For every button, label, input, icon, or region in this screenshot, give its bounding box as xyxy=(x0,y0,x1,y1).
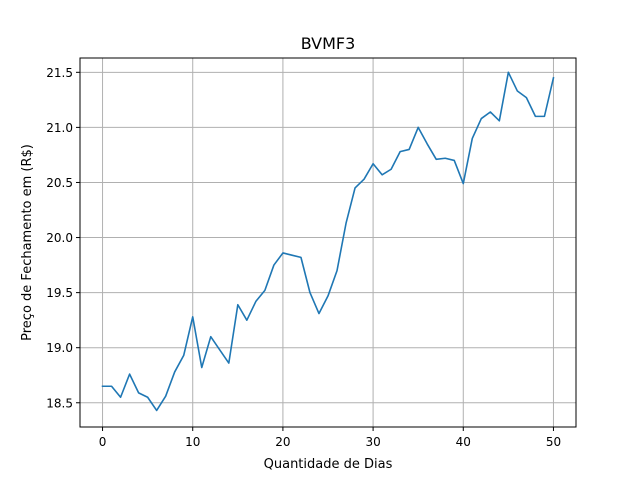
x-axis-ticks: 0 10 20 30 40 50 xyxy=(99,427,561,449)
y-tick-label: 21.5 xyxy=(46,66,73,80)
series-layer xyxy=(101,71,555,412)
x-tick-label: 10 xyxy=(185,435,200,449)
y-tick-label: 21.0 xyxy=(46,121,73,135)
chart-title: BVMF3 xyxy=(301,34,356,53)
x-tick-label: 50 xyxy=(546,435,561,449)
x-tick-label: 30 xyxy=(365,435,380,449)
y-tick-label: 20.0 xyxy=(46,231,73,245)
x-tick-label: 40 xyxy=(456,435,471,449)
y-tick-label: 20.5 xyxy=(46,176,73,190)
y-tick-label: 19.5 xyxy=(46,286,73,300)
plot-frame xyxy=(79,57,577,428)
x-tick-label: 0 xyxy=(99,435,107,449)
y-axis-label: Preço de Fechamento em (R$) xyxy=(20,144,35,341)
x-tick-label: 20 xyxy=(275,435,290,449)
series-line xyxy=(101,71,555,412)
y-tick-label: 19.0 xyxy=(46,341,73,355)
x-axis-label: Quantidade de Dias xyxy=(264,457,393,472)
y-axis-ticks: 18.5 19.0 19.5 20.0 20.5 21.0 21.5 xyxy=(46,66,80,410)
grid-lines xyxy=(80,58,576,427)
y-tick-label: 18.5 xyxy=(46,396,73,410)
